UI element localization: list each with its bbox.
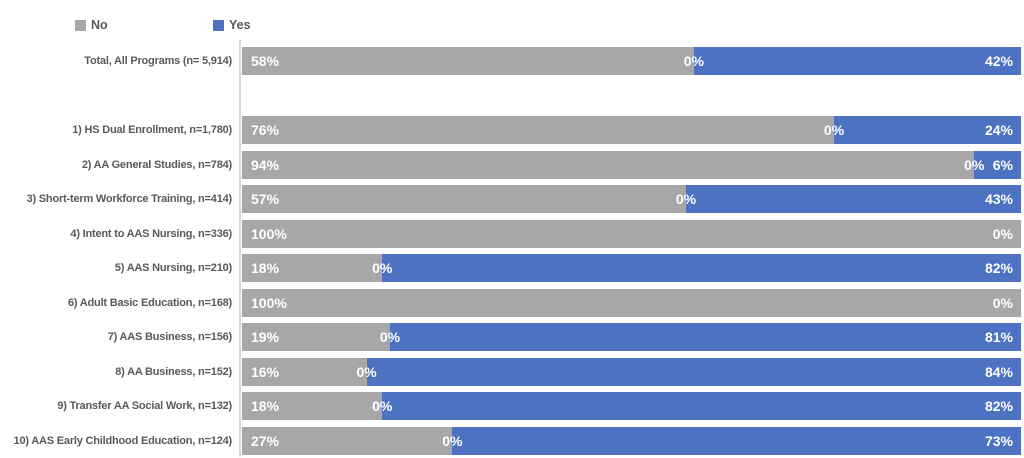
chart-row: 6) Adult Basic Education, n=168) 100% 0% — [0, 286, 1024, 321]
no-segment — [242, 392, 383, 421]
chart-row: 8) AA Business, n=152) 16% 0% 84% — [0, 355, 1024, 390]
mid-zero-label: 0% — [823, 122, 845, 139]
category-label: 8) AA Business, n=152) — [115, 365, 232, 378]
category-label: 7) AAS Business, n=156) — [107, 331, 232, 344]
legend-label-yes: Yes — [229, 18, 251, 32]
category-label: 1) HS Dual Enrollment, n=1,780) — [72, 124, 232, 137]
yes-value-label: 0% — [992, 294, 1013, 311]
bar: 94% 0% 6% — [242, 150, 1021, 179]
no-value-label: 18% — [251, 398, 280, 415]
yes-segment — [366, 357, 1021, 386]
yes-segment — [834, 116, 1021, 145]
mid-zero-label: 0% — [372, 260, 393, 277]
mid-zero-label: 0% — [379, 329, 401, 346]
yes-value-label: 82% — [984, 398, 1013, 415]
no-segment — [242, 185, 687, 214]
yes-value-label: 81% — [984, 329, 1013, 346]
legend-swatch-no-icon — [75, 20, 86, 31]
yes-value-label: 0% — [992, 225, 1013, 242]
plot-area: Total, All Programs (n= 5,914) 58% 0% 42% 1)… — [0, 44, 1024, 458]
no-segment — [242, 116, 835, 145]
chart-row: 5) AAS Nursing, n=210) 18% 0% 82% — [0, 251, 1024, 286]
legend-swatch-yes-icon — [213, 20, 224, 31]
no-value-label: 76% — [251, 122, 280, 139]
yes-value-label: 42% — [984, 53, 1013, 70]
no-value-label: 100% — [251, 294, 287, 311]
chart-row: 1) HS Dual Enrollment, n=1,780) 76% 0% 24% — [0, 113, 1024, 148]
legend-label-no: No — [91, 18, 108, 32]
category-label: 5) AAS Nursing, n=210) — [114, 262, 232, 275]
yes-segment — [686, 185, 1021, 214]
bar: 19% 0% 81% — [242, 323, 1021, 352]
category-label: 2) AA General Studies, n=784) — [81, 158, 232, 171]
no-value-label: 19% — [251, 329, 280, 346]
no-value-label: 94% — [251, 156, 280, 173]
category-label: 3) Short-term Workforce Training, n=414) — [26, 193, 233, 206]
no-value-label: 18% — [251, 260, 280, 277]
no-segment — [242, 219, 1021, 248]
chart-row: 2) AA General Studies, n=784) 94% 0% 6% — [0, 148, 1024, 183]
no-segment — [242, 357, 367, 386]
bar: 57% 0% 43% — [242, 185, 1021, 214]
chart-row: 10) AAS Early Childhood Education, n=124… — [0, 424, 1024, 458]
no-value-label: 16% — [251, 363, 280, 380]
yes-value-label: 43% — [984, 191, 1013, 208]
chart-row: Total, All Programs (n= 5,914) 58% 0% 42% — [0, 44, 1024, 79]
yes-value-label: 6% — [992, 156, 1013, 173]
legend-item-no: No — [75, 19, 108, 32]
mid-zero-label: 0% — [683, 53, 704, 70]
yes-segment — [382, 254, 1021, 283]
yes-value-label: 84% — [984, 363, 1013, 380]
yes-segment — [390, 323, 1021, 352]
legend-item-yes: Yes — [213, 19, 251, 32]
no-segment — [242, 150, 975, 179]
category-label: 4) Intent to AAS Nursing, n=336) — [70, 227, 232, 240]
y-axis-line — [239, 40, 241, 457]
bar: 100% 0% — [242, 288, 1021, 317]
yes-segment — [693, 47, 1021, 76]
yes-segment — [382, 392, 1021, 421]
yes-value-label: 82% — [984, 260, 1013, 277]
chart-row: 7) AAS Business, n=156) 19% 0% 81% — [0, 320, 1024, 355]
no-segment — [242, 323, 390, 352]
chart-row-spacer — [0, 79, 1024, 114]
no-segment — [242, 426, 453, 455]
yes-segment — [974, 150, 1021, 179]
no-segment — [242, 254, 383, 283]
bar: 58% 0% 42% — [242, 47, 1021, 76]
category-label: 9) Transfer AA Social Work, n=132) — [57, 400, 232, 413]
mid-zero-label: 0% — [964, 156, 985, 173]
bar: 76% 0% 24% — [242, 116, 1021, 145]
mid-zero-label: 0% — [356, 363, 377, 380]
bar: 18% 0% 82% — [242, 392, 1021, 421]
chart-row: 9) Transfer AA Social Work, n=132) 18% 0% 8… — [0, 389, 1024, 424]
category-label: 6) Adult Basic Education, n=168) — [67, 296, 232, 309]
category-label: Total, All Programs (n= 5,914) — [84, 55, 232, 68]
chart-row: 4) Intent to AAS Nursing, n=336) 100% 0% — [0, 217, 1024, 252]
no-segment — [242, 47, 694, 76]
mid-zero-label: 0% — [372, 398, 393, 415]
no-value-label: 100% — [251, 225, 287, 242]
no-value-label: 27% — [251, 432, 280, 449]
no-value-label: 57% — [251, 191, 280, 208]
mid-zero-label: 0% — [675, 191, 697, 208]
category-label: 10) AAS Early Childhood Education, n=124… — [13, 434, 233, 447]
no-segment — [242, 288, 1021, 317]
yes-value-label: 73% — [984, 432, 1013, 449]
mid-zero-label: 0% — [442, 432, 463, 449]
no-value-label: 58% — [251, 53, 280, 70]
bar: 18% 0% 82% — [242, 254, 1021, 283]
yes-value-label: 24% — [984, 122, 1013, 139]
bar: 100% 0% — [242, 219, 1021, 248]
bar: 27% 0% 73% — [242, 426, 1021, 455]
chart-row: 3) Short-term Workforce Training, n=414)… — [0, 182, 1024, 217]
yes-segment — [452, 426, 1021, 455]
bar: 16% 0% 84% — [242, 357, 1021, 386]
